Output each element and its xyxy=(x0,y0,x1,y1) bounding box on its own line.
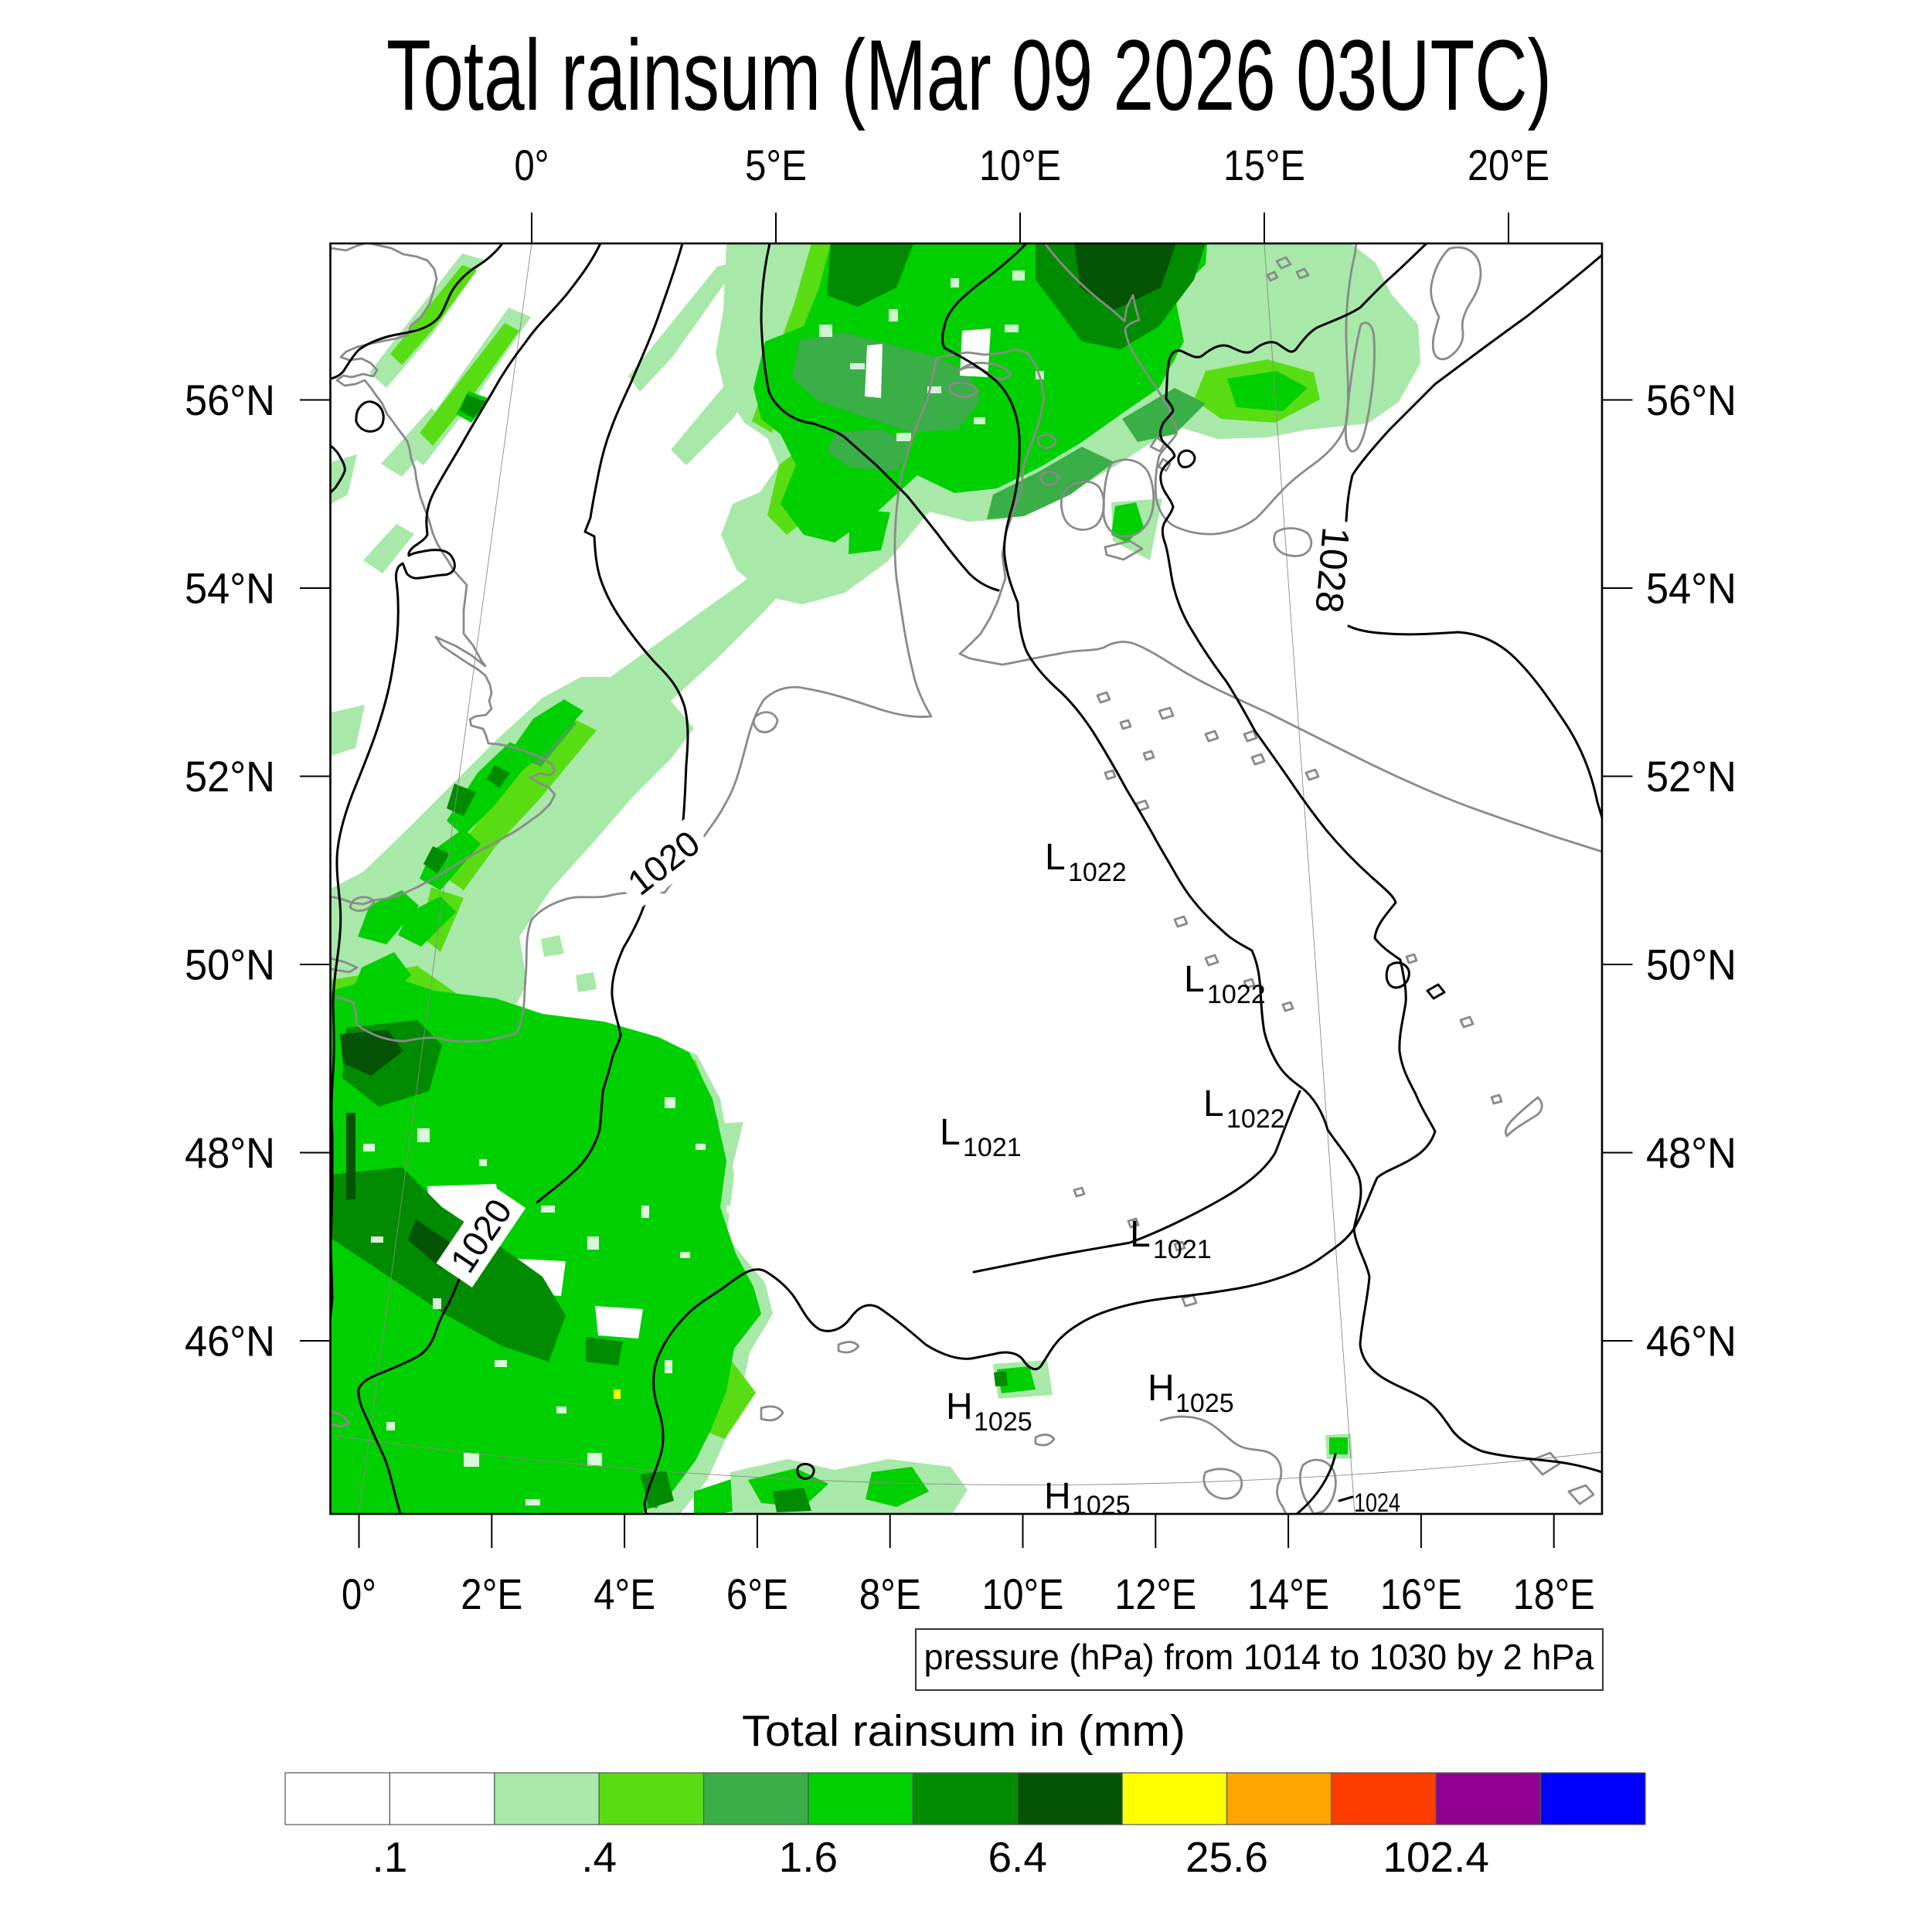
svg-text:1.6: 1.6 xyxy=(779,1833,838,1881)
svg-text:0°: 0° xyxy=(342,1570,376,1618)
svg-text:46°N: 46°N xyxy=(185,1317,275,1366)
svg-text:1022: 1022 xyxy=(1207,980,1266,1009)
svg-text:Total rainsum in (mm): Total rainsum in (mm) xyxy=(742,1706,1185,1756)
svg-text:4°E: 4°E xyxy=(594,1570,655,1618)
svg-text:L: L xyxy=(940,1112,961,1153)
svg-text:25.6: 25.6 xyxy=(1185,1833,1268,1881)
svg-text:H: H xyxy=(1148,1368,1175,1409)
svg-text:6°E: 6°E xyxy=(726,1570,788,1618)
svg-text:.1: .1 xyxy=(372,1833,407,1881)
svg-text:56°N: 56°N xyxy=(1646,376,1736,424)
svg-text:L: L xyxy=(1184,959,1205,1000)
svg-text:H: H xyxy=(946,1386,973,1427)
svg-text:0°: 0° xyxy=(515,141,549,189)
svg-text:1022: 1022 xyxy=(1068,858,1127,887)
svg-text:1025: 1025 xyxy=(974,1407,1032,1437)
svg-text:6.4: 6.4 xyxy=(988,1833,1046,1881)
svg-text:1021: 1021 xyxy=(1153,1235,1212,1264)
svg-text:48°N: 48°N xyxy=(1646,1128,1736,1177)
svg-text:10°E: 10°E xyxy=(982,1570,1064,1618)
svg-text:46°N: 46°N xyxy=(1646,1317,1736,1366)
svg-text:20°E: 20°E xyxy=(1468,141,1549,189)
svg-text:102.4: 102.4 xyxy=(1383,1833,1489,1881)
svg-text:pressure (hPa) from 1014 to 10: pressure (hPa) from 1014 to 1030 by 2 hP… xyxy=(924,1637,1594,1677)
svg-text:48°N: 48°N xyxy=(185,1128,275,1177)
svg-text:1025: 1025 xyxy=(1175,1389,1234,1418)
svg-text:1021: 1021 xyxy=(963,1133,1022,1162)
svg-text:56°N: 56°N xyxy=(185,376,275,424)
svg-text:1025: 1025 xyxy=(1072,1491,1131,1520)
svg-text:52°N: 52°N xyxy=(185,752,275,801)
svg-text:Total rainsum (Mar 09 2026 03U: Total rainsum (Mar 09 2026 03UTC) xyxy=(386,19,1552,131)
svg-text:5°E: 5°E xyxy=(745,141,807,189)
svg-text:1028: 1028 xyxy=(1307,526,1357,615)
svg-text:1024: 1024 xyxy=(1354,1488,1400,1518)
svg-text:.4: .4 xyxy=(581,1833,617,1881)
svg-text:15°E: 15°E xyxy=(1223,141,1305,189)
svg-text:1022: 1022 xyxy=(1226,1104,1285,1134)
svg-text:2°E: 2°E xyxy=(461,1570,522,1618)
svg-text:18°E: 18°E xyxy=(1513,1570,1595,1618)
svg-text:L: L xyxy=(1203,1083,1224,1124)
svg-text:16°E: 16°E xyxy=(1380,1570,1462,1618)
svg-text:L: L xyxy=(1130,1214,1151,1255)
svg-text:H: H xyxy=(1044,1476,1071,1517)
svg-text:52°N: 52°N xyxy=(1646,752,1736,801)
svg-text:54°N: 54°N xyxy=(1646,564,1736,613)
svg-text:L: L xyxy=(1045,837,1066,878)
svg-text:50°N: 50°N xyxy=(1646,940,1736,989)
svg-text:14°E: 14°E xyxy=(1247,1570,1329,1618)
svg-text:54°N: 54°N xyxy=(185,564,275,613)
svg-text:50°N: 50°N xyxy=(185,940,275,989)
svg-text:12°E: 12°E xyxy=(1114,1570,1196,1618)
svg-text:8°E: 8°E xyxy=(859,1570,921,1618)
svg-text:10°E: 10°E xyxy=(979,141,1061,189)
